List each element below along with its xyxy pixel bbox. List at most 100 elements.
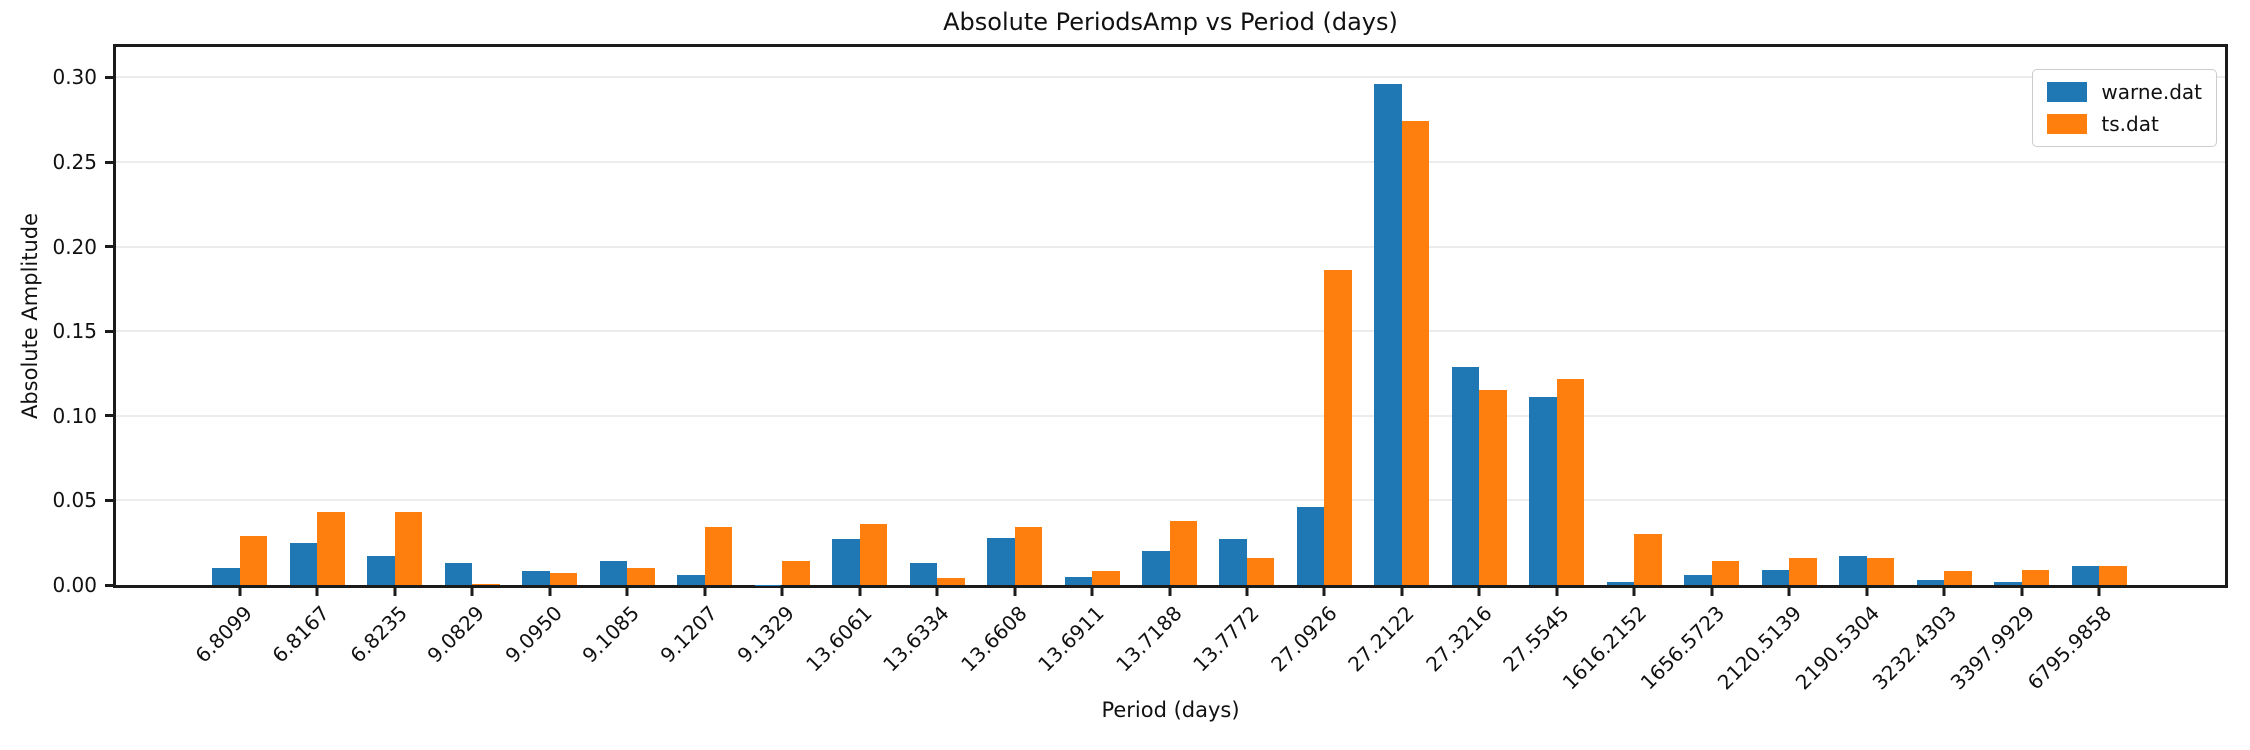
x-tick [703,585,707,596]
bar-warne.dat-27.0926 [1296,507,1325,585]
x-tick [238,585,242,596]
x-tick-label: 9.1329 [732,601,800,668]
y-tick-label: 0.15 [52,319,97,344]
y-tick-label: 0.20 [52,234,97,259]
bar-warne.dat-13.6061 [832,539,860,585]
x-tick-label: 9.1207 [655,601,722,668]
bar-ts.dat-9.0950 [549,573,578,585]
bar-warne.dat-1616.2152 [1606,581,1635,585]
bar-warne.dat-27.2122 [1374,84,1402,585]
x-tick [1245,585,1249,596]
y-tick [105,245,116,249]
bar-warne.dat-9.0829 [444,563,473,585]
gridline [116,499,2225,502]
x-tick-label: 27.2122 [1343,601,1419,677]
x-tick [470,585,474,596]
y-tick [105,583,116,587]
x-tick [393,585,397,596]
x-tick [935,585,939,596]
bar-ts.dat-13.6334 [937,578,965,585]
x-tick-label: 27.5545 [1498,601,1574,677]
x-tick-label: 9.0829 [422,601,490,668]
x-tick [1090,585,1094,596]
bar-warne.dat-9.1085 [599,561,628,585]
bar-ts.dat-1656.5723 [1711,561,1740,585]
bar-warne.dat-27.5545 [1529,397,1557,585]
chart-title: Absolute PeriodsAmp vs Period (days) [943,8,1398,36]
bar-ts.dat-13.6911 [1092,571,1120,585]
y-tick-label: 0.25 [52,150,97,175]
bar-warne.dat-13.7188 [1142,551,1170,585]
bar-warne.dat-1656.5723 [1684,574,1712,585]
bar-ts.dat-3397.9929 [2021,569,2050,585]
x-tick [625,585,629,596]
x-tick-label: 6.8099 [190,601,257,668]
bar-warne.dat-13.7772 [1219,539,1247,585]
bar-ts.dat-27.2122 [1401,121,1430,585]
x-tick [1632,585,1636,596]
bar-ts.dat-27.0926 [1324,270,1352,585]
x-tick [1477,585,1481,596]
legend-label: warne.dat [2101,80,2202,104]
x-tick-label: 1616.2152 [1557,601,1652,695]
bar-ts.dat-9.1329 [782,561,810,585]
x-tick [1400,585,1404,596]
y-tick-label: 0.05 [52,488,97,513]
gridline [116,414,2225,417]
bar-warne.dat-13.6608 [987,537,1015,585]
x-tick-label: 6.8235 [345,601,412,668]
bar-ts.dat-2120.5139 [1789,557,1817,585]
x-tick [1168,585,1171,596]
x-tick [780,585,784,596]
y-tick-label: 0.00 [52,573,97,597]
bar-ts.dat-6.8167 [317,512,345,585]
bar-warne.dat-13.6334 [909,563,938,585]
bar-warne.dat-9.1207 [677,574,705,585]
x-tick [1787,585,1791,596]
legend-label: ts.dat [2101,112,2159,136]
x-tick-label: 13.6608 [956,601,1032,677]
bar-ts.dat-13.7772 [1246,557,1275,585]
bar-ts.dat-13.7188 [1169,520,1197,585]
legend-swatch-warne.dat [2047,82,2088,102]
x-tick [548,585,552,596]
y-tick [105,498,116,502]
y-tick-label: 0.30 [52,65,97,90]
x-tick-label: 13.7772 [1188,601,1264,677]
bar-ts.dat-3232.4303 [1944,571,1972,585]
legend: warne.dat ts.dat [2032,69,2217,147]
x-tick [1013,585,1017,596]
x-tick-label: 13.6061 [801,601,877,677]
x-tick-label: 9.0950 [500,601,567,668]
bar-warne.dat-9.1329 [754,584,783,585]
bar-warne.dat-13.6911 [1064,576,1093,585]
legend-row: warne.dat [2047,80,2202,104]
gridline [116,330,2225,333]
bar-warne.dat-2190.5304 [1839,556,1867,585]
x-tick-label: 27.0926 [1265,601,1342,677]
bar-ts.dat-6.8235 [394,512,423,585]
bar-warne.dat-2120.5139 [1761,569,1790,585]
bar-ts.dat-9.1085 [627,568,655,585]
legend-swatch-ts.dat [2047,114,2088,134]
bar-warne.dat-3232.4303 [1916,579,1945,585]
x-axis-label: Period (days) [1101,698,1240,722]
bar-ts.dat-13.6061 [859,524,888,585]
x-tick-label: 13.6334 [878,601,955,677]
bar-warne.dat-6.8167 [289,542,318,585]
x-tick [1942,585,1946,596]
bar-warne.dat-6.8099 [212,568,240,585]
x-tick [315,585,319,596]
x-tick [1322,585,1326,596]
bar-warne.dat-3397.9929 [1994,581,2022,585]
y-axis-label: Absolute Amplitude [18,212,42,420]
gridline [116,161,2225,164]
x-tick [1865,585,1869,596]
gridline [116,76,2225,79]
x-tick [2097,585,2101,596]
bar-warne.dat-27.3216 [1451,366,1480,585]
x-tick [2020,585,2024,596]
x-tick-label: 6.8167 [267,601,335,668]
x-tick [1710,585,1714,596]
